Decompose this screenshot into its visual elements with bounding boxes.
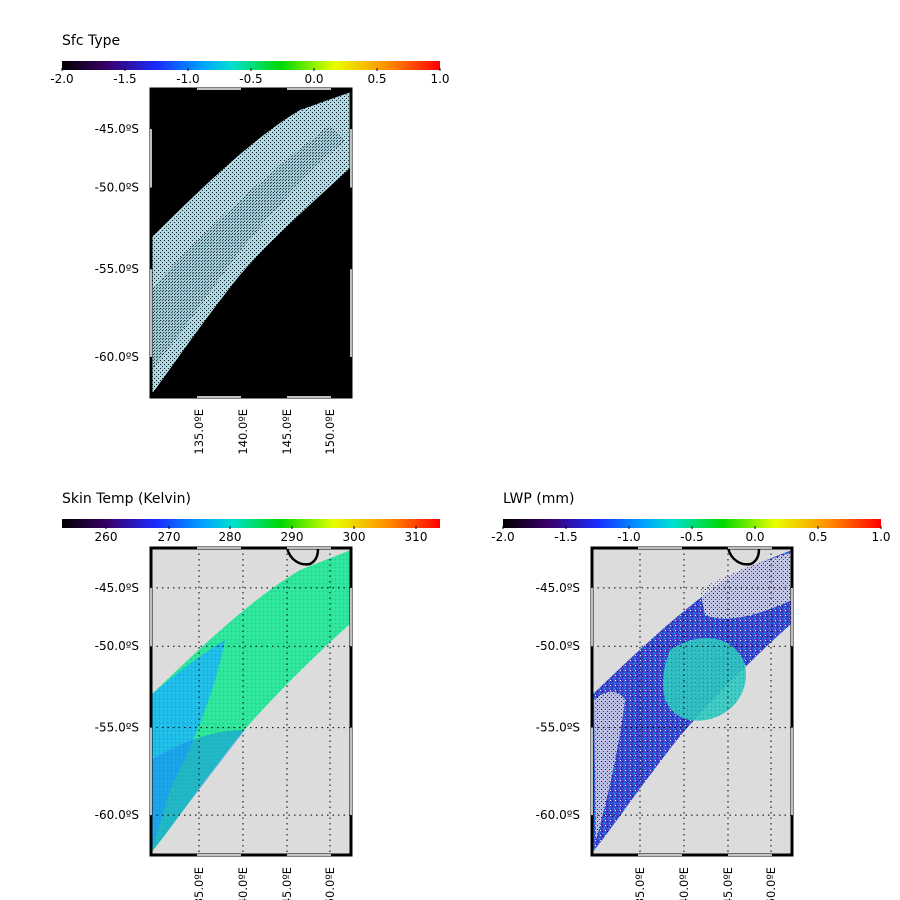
- colorbar-tick-label: 0.5: [367, 72, 386, 86]
- map-border: [149, 546, 353, 857]
- graticule: [151, 548, 351, 855]
- colorbar-ticks: 260 270 280 290 300 310: [95, 526, 428, 544]
- panel-title: Skin Temp (Kelvin): [62, 491, 191, 507]
- colorbar-tick-label: -0.5: [680, 530, 703, 544]
- longitude-label: 150.0ºE: [323, 409, 337, 455]
- map-frame: [590, 546, 794, 857]
- colorbar: -2.0 -1.5 -1.0 -0.5 0.0 0.5 1.0: [491, 519, 891, 544]
- colorbar-tick-label: 300: [343, 530, 366, 544]
- map-frame: [149, 87, 353, 399]
- panel-lwp: LWP (mm) -2.0 -1.5 -1.0 -0.5 0.0 0.5 1.0 -45.0…: [491, 491, 890, 900]
- map-border-line: [149, 87, 353, 399]
- latitude-label: -45.0ºS: [95, 122, 139, 136]
- colorbar-gradient: [503, 519, 881, 528]
- map-border: [590, 546, 794, 857]
- colorbar-tick-label: 280: [219, 530, 242, 544]
- longitude-labels: 135.0ºE 140.0ºE 145.0ºE 150.0ºE: [192, 867, 337, 900]
- colorbar-tick-label: -1.5: [113, 72, 136, 86]
- graticule: [592, 548, 792, 855]
- latitude-labels: -45.0ºS -50.0ºS -55.0ºS -60.0ºS: [95, 122, 139, 364]
- colorbar-tick-label: 310: [405, 530, 428, 544]
- longitude-label: 145.0ºE: [721, 867, 735, 900]
- longitude-label: 145.0ºE: [280, 867, 294, 900]
- panel-skin-temp: Skin Temp (Kelvin) 260 270 280 290 300 310 -4…: [62, 491, 440, 900]
- latitude-label: -55.0ºS: [95, 721, 139, 735]
- colorbar: -2.0 -1.5 -1.0 -0.5 0.0 0.5 1.0: [50, 61, 450, 86]
- colorbar-tick-label: 0.0: [745, 530, 764, 544]
- coastline: [285, 547, 320, 566]
- coastline: [285, 88, 320, 106]
- colorbar-tick-label: 0.5: [808, 530, 827, 544]
- swath-dense-band: [151, 125, 345, 370]
- map-frame: [149, 546, 353, 857]
- colorbar-gradient: [62, 61, 440, 70]
- swath-clear-region: [594, 691, 625, 840]
- colorbar-tick-label: -2.0: [491, 530, 514, 544]
- colorbar-tick-label: 0.0: [304, 72, 323, 86]
- panel-sfc-type: Sfc Type -2.0 -1.5 -1.0 -0.5 0.0 0.5 1.0 -45.0…: [50, 33, 449, 455]
- colorbar-tick-label: -2.0: [50, 72, 73, 86]
- latitude-label: -55.0ºS: [536, 721, 580, 735]
- longitude-label: 140.0ºE: [236, 409, 250, 455]
- colorbar-tick-label: 270: [158, 530, 181, 544]
- map-border-line: [590, 546, 794, 857]
- swath-cold-core: [151, 730, 245, 853]
- panel-title: LWP (mm): [503, 491, 574, 507]
- coastline: [726, 547, 761, 566]
- longitude-label: 135.0ºE: [633, 867, 647, 900]
- colorbar-ticks: -2.0 -1.5 -1.0 -0.5 0.0 0.5 1.0: [491, 526, 891, 544]
- colorbar-tick-label: -1.5: [554, 530, 577, 544]
- longitude-labels: 135.0ºE 140.0ºE 145.0ºE 150.0ºE: [633, 867, 778, 900]
- longitude-label: 135.0ºE: [192, 867, 206, 900]
- latitude-labels: -45.0ºS -50.0ºS -55.0ºS -60.0ºS: [95, 581, 139, 822]
- colorbar-tick-label: 1.0: [430, 72, 449, 86]
- colorbar-tick-label: 1.0: [871, 530, 890, 544]
- colorbar-tick-label: 290: [281, 530, 304, 544]
- latitude-label: -60.0ºS: [95, 808, 139, 822]
- longitude-label: 140.0ºE: [236, 867, 250, 900]
- longitude-label: 150.0ºE: [764, 867, 778, 900]
- longitude-label: 145.0ºE: [280, 409, 294, 455]
- colorbar-tick-label: -1.0: [617, 530, 640, 544]
- colorbar: 260 270 280 290 300 310: [62, 519, 440, 544]
- colorbar-tick-label: -1.0: [176, 72, 199, 86]
- longitude-label: 140.0ºE: [677, 867, 691, 900]
- map-border-line: [149, 546, 353, 857]
- latitude-label: -60.0ºS: [95, 350, 139, 364]
- colorbar-ticks: -2.0 -1.5 -1.0 -0.5 0.0 0.5 1.0: [50, 68, 450, 86]
- latitude-label: -50.0ºS: [536, 639, 580, 653]
- longitude-labels: 135.0ºE 140.0ºE 145.0ºE 150.0ºE: [192, 409, 337, 455]
- latitude-label: -45.0ºS: [95, 581, 139, 595]
- longitude-label: 150.0ºE: [323, 867, 337, 900]
- swath-clear-region: [700, 552, 792, 619]
- longitude-label: 135.0ºE: [192, 409, 206, 455]
- panel-title: Sfc Type: [62, 33, 120, 49]
- latitude-label: -50.0ºS: [95, 181, 139, 195]
- map-border: [149, 87, 353, 399]
- colorbar-tick-label: 260: [95, 530, 118, 544]
- colorbar-tick-label: -0.5: [239, 72, 262, 86]
- latitude-labels: -45.0ºS -50.0ºS -55.0ºS -60.0ºS: [536, 581, 580, 822]
- latitude-label: -45.0ºS: [536, 581, 580, 595]
- latitude-label: -60.0ºS: [536, 808, 580, 822]
- colorbar-gradient: [62, 519, 440, 528]
- latitude-label: -55.0ºS: [95, 262, 139, 276]
- latitude-label: -50.0ºS: [95, 639, 139, 653]
